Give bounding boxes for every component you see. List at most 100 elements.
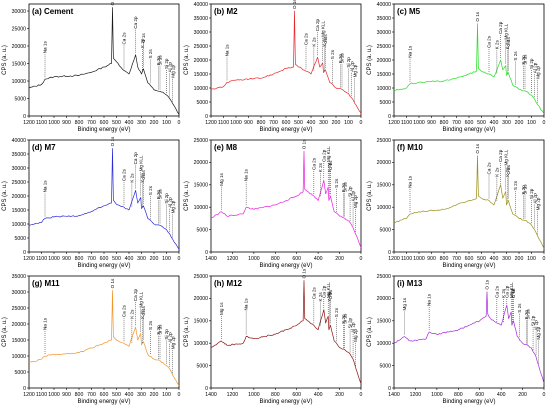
panel-e: 1400 1200 1000 800 600 400 200 0050001000015000… <box>184 138 363 269</box>
x-tick-label: 200 <box>515 120 524 126</box>
x-tick-label: 1200 <box>23 392 35 398</box>
peak-label: Al 2p <box>534 320 539 331</box>
y-tick-label: 15000 <box>12 338 27 344</box>
y-tick-label: 25000 <box>12 26 27 32</box>
peak-label: K 2s <box>318 162 323 172</box>
peak-label: S 2p <box>156 190 161 200</box>
peak-label: Ca 2s <box>122 304 127 317</box>
x-tick-label: 300 <box>137 120 146 126</box>
panel-g: 1200 1100 1000 900 800 700 600 500 400 300 200 100 0… <box>2 274 181 405</box>
peak-label: K 2s <box>318 292 323 302</box>
x-tick-label: 100 <box>344 120 353 126</box>
peak-label: Na 1s <box>43 317 48 330</box>
x-tick-label: 500 <box>477 256 486 262</box>
x-tick-label: 900 <box>244 120 253 126</box>
panel-title: (i) M13 <box>397 279 423 288</box>
peak-label: Mg KLL <box>503 23 508 39</box>
y-axis-label: CPS (a. u.) <box>184 181 190 211</box>
x-tick-label: 400 <box>490 256 499 262</box>
y-tick-label: 10000 <box>12 79 27 85</box>
y-tick-label: 15000 <box>377 72 392 78</box>
peak-label: Mg 1s <box>219 302 224 315</box>
x-tick-label: 1100 <box>36 120 47 126</box>
x-tick-label: 1200 <box>388 120 400 126</box>
y-tick-label: 0 <box>23 114 26 120</box>
x-tick-label: 100 <box>527 256 536 262</box>
peak-label: Ca 2p <box>504 285 509 298</box>
spectrum-line <box>393 23 545 114</box>
peak-label: Ca 2p <box>315 18 320 31</box>
panel-i: 1400 1200 1000 800 600 400 200 0050001000015000… <box>367 274 546 405</box>
peak-label: S 2s <box>513 180 518 190</box>
y-tick-label: 5000 <box>14 236 26 242</box>
y-tick-label: 35000 <box>12 274 27 280</box>
x-tick-label: 400 <box>307 120 316 126</box>
peak-label: S 2p <box>156 325 161 335</box>
peak-label: S 2s <box>148 320 153 330</box>
y-tick-label: 15000 <box>12 61 27 67</box>
x-tick-label: 700 <box>452 256 461 262</box>
peak-label: Mg 2p <box>536 326 541 339</box>
x-tick-label: 900 <box>62 392 71 398</box>
x-axis-label: Binding energy (eV) <box>77 263 130 269</box>
peak-label: Al 2p <box>351 322 356 333</box>
peak-label: Mg 2p <box>170 65 175 78</box>
x-tick-label: 1000 <box>413 120 425 126</box>
peak-label: K 2s <box>501 288 506 298</box>
peak-label: Al 2p <box>351 190 356 201</box>
x-tick-label: 1000 <box>413 256 425 262</box>
x-tick-label: 400 <box>314 392 323 398</box>
y-tick-label: 5000 <box>196 100 208 106</box>
y-tick-label: 0 <box>388 114 391 120</box>
x-tick-label: 900 <box>62 256 71 262</box>
y-axis-label: CPS (a. u.) <box>2 181 8 211</box>
peak-label: Si 2s <box>523 184 528 195</box>
y-tick-label: 5000 <box>379 227 391 233</box>
peak-label: K 2s <box>129 173 134 183</box>
peak-label: Ca 2s <box>487 162 492 175</box>
x-tick-label: 600 <box>282 120 291 126</box>
y-tick-label: 20000 <box>194 160 209 166</box>
peak-label: K 2s <box>494 167 499 177</box>
y-tick-label: 0 <box>388 250 391 256</box>
x-tick-label: 1000 <box>48 120 60 126</box>
y-tick-label: 40000 <box>12 138 27 144</box>
peak-label: Ca 2p <box>498 149 503 162</box>
panel-a: 1200 1100 1000 900 800 700 600 500 400 300 200 100 0… <box>2 0 181 133</box>
plot-frame <box>393 139 545 253</box>
peak-label: O 1s <box>110 278 115 288</box>
peak-label: C 1s <box>506 36 511 46</box>
y-tick-label: 20000 <box>12 194 27 200</box>
x-tick-label: 100 <box>527 120 536 126</box>
peak-label: Mg 1s <box>402 297 407 310</box>
peak-label: C 1s <box>141 33 146 43</box>
spectrum-line <box>28 7 180 115</box>
x-tick-label: 600 <box>475 392 484 398</box>
x-tick-label: 0 <box>360 256 363 262</box>
x-tick-label: 300 <box>502 120 511 126</box>
peak-label: K 2p <box>322 37 327 47</box>
x-tick-label: 1100 <box>218 120 229 126</box>
peak-label: Si 2p <box>529 58 534 69</box>
peak-label: Si 2p <box>531 315 536 326</box>
plot-frame <box>210 139 362 253</box>
x-tick-label: 1100 <box>401 256 412 262</box>
x-tick-label: 200 <box>150 120 159 126</box>
x-tick-label: 100 <box>162 392 171 398</box>
peak-label: Si 2s <box>158 188 163 199</box>
peak-label: Si 2p <box>346 57 351 68</box>
x-tick-label: 600 <box>100 392 109 398</box>
y-tick-label: 5000 <box>14 370 26 376</box>
y-tick-label: 20000 <box>194 296 209 302</box>
peak-label: S 2s <box>334 178 339 188</box>
x-tick-label: 800 <box>75 120 84 126</box>
x-tick-label: 900 <box>427 256 436 262</box>
y-tick-label: 5000 <box>196 227 208 233</box>
peak-label: S 2s <box>513 51 518 61</box>
peak-label: K 2p <box>327 292 332 302</box>
y-tick-label: 40000 <box>377 2 392 8</box>
y-tick-label: 25000 <box>12 306 27 312</box>
y-tick-label: 30000 <box>12 290 27 296</box>
peak-label: Na 1s <box>408 45 413 58</box>
y-tick-label: 10000 <box>377 86 392 92</box>
